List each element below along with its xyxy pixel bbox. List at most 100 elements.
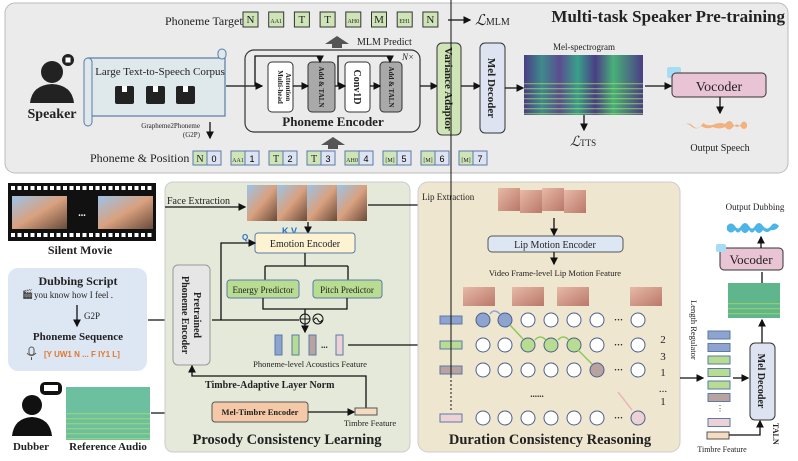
phoneme-target-tokens: N AA1 T T AH0 M EH1 N — [242, 11, 439, 28]
pretraining-panel: Multi-task Speaker Pre-training Phoneme … — [4, 2, 789, 174]
phoneme-token-label: T — [311, 154, 317, 165]
target-token — [396, 11, 413, 28]
mha-label: Multi-head — [276, 70, 284, 104]
variance-adaptor — [436, 42, 462, 136]
aligned-frame-node — [497, 312, 513, 328]
aligned-frame-node — [566, 337, 582, 353]
acoustics-ellipsis: ... — [321, 340, 328, 350]
target-token — [422, 11, 439, 28]
duration-value: 2 — [660, 334, 666, 346]
expanded-feature-rect — [707, 330, 731, 340]
phoneme-token-label: [M] — [423, 158, 432, 164]
lip-extraction-label: Lip Extraction — [422, 192, 475, 202]
target-token-label: N — [247, 14, 255, 26]
target-token — [242, 11, 259, 28]
expanded-feature-rect — [707, 355, 731, 365]
taln-label: Timbre-Adaptive Layer Norm — [205, 380, 335, 391]
alignment-path — [617, 391, 633, 411]
sprocket-hole — [50, 233, 54, 237]
output-speech-label: Output Speech — [690, 143, 749, 154]
phoneme-token-label: [M] — [461, 158, 470, 164]
sprocket-hole — [89, 186, 93, 190]
phoneme-token-label: AA1 — [232, 158, 244, 164]
lip-frames — [498, 188, 586, 213]
film-sprockets — [11, 186, 152, 237]
frame-node — [520, 410, 536, 426]
prosody-title: Prosody Consistency Learning — [192, 432, 382, 448]
output-mel-spectrogram — [728, 283, 780, 318]
mel-decoder-top-label: Mel Decoder — [485, 58, 497, 118]
sprocket-hole — [11, 186, 15, 190]
duration-value: 3 — [660, 351, 666, 363]
speaker-label: Speaker — [28, 107, 77, 122]
sprocket-hole — [95, 186, 100, 190]
lip-motion-encoder — [487, 235, 624, 253]
phoneme-feature-rect — [439, 413, 463, 423]
phoneme-token-label: [M] — [385, 158, 394, 164]
sprocket-hole — [147, 233, 152, 237]
target-token-label: N — [426, 14, 434, 26]
target-token — [319, 11, 336, 28]
sprocket-hole — [108, 186, 113, 190]
pretrained-label: Pretrained — [191, 292, 202, 338]
aligned-frame-node — [589, 362, 605, 378]
alignment-grid: ··· ··· ··· ··· — [439, 0, 646, 426]
mel-spectrogram — [524, 55, 643, 115]
position-token — [434, 150, 450, 166]
stack-ellipsis: ⋮ — [716, 404, 724, 413]
face-extraction-label: Face Extraction — [167, 196, 230, 207]
frame-node — [475, 410, 491, 426]
reference-audio-label: Reference Audio — [69, 441, 147, 453]
expanded-feature-rect — [707, 418, 731, 427]
target-token-label: T — [299, 14, 306, 26]
position-token-label: 5 — [401, 154, 406, 164]
concat-icon — [312, 313, 324, 325]
sprocket-hole — [24, 233, 28, 237]
sprocket-hole — [95, 233, 100, 237]
book-icon — [146, 86, 165, 104]
frame-node — [543, 362, 559, 378]
phoneme-encoder-label-left: Phoneme Encoder — [179, 276, 190, 355]
phoneme-token-label: T — [273, 154, 279, 165]
frame-node — [475, 362, 491, 378]
frame-node — [543, 410, 559, 426]
sprocket-hole — [102, 186, 106, 190]
sprocket-hole — [17, 186, 22, 190]
sprocket-hole — [134, 233, 139, 237]
sprocket-hole — [43, 186, 48, 190]
acoustic-feature-bars — [274, 334, 344, 356]
face-frames — [247, 185, 367, 221]
add-taln-label-2: Add & TALN — [387, 67, 395, 108]
taln-output-label: TALN — [771, 423, 780, 445]
sprocket-hole — [141, 233, 145, 237]
phoneme-position-tokens: N 0 AA1 1 T 2 T 3 AH0 4 [M] 5 [M] 6 [M] 7 — [192, 150, 488, 166]
sprocket-hole — [43, 233, 48, 237]
grid-ellipsis: ...... — [530, 389, 544, 399]
kv-label: K,V — [282, 226, 297, 236]
sprocket-hole — [24, 186, 28, 190]
frame-node — [497, 337, 513, 353]
frame-node — [630, 312, 646, 328]
vocoder-output — [719, 247, 784, 271]
dubbing-script-text: you know how I feel . — [34, 290, 113, 300]
acoustics-feature-label: Phoneme-level Acoustics Feature — [253, 359, 367, 369]
sprocket-hole — [17, 233, 22, 237]
phoneme-token-label: N — [196, 154, 203, 165]
position-token — [244, 150, 260, 166]
target-token — [268, 11, 285, 28]
frame-node — [497, 362, 513, 378]
row-ellipsis: ··· — [614, 340, 623, 350]
position-token — [206, 150, 222, 166]
sprocket-hole — [128, 233, 132, 237]
dubbing-script-box: Dubbing Script 🎬 you know how I feel . G… — [8, 268, 147, 371]
sprocket-hole — [121, 186, 126, 190]
sprocket-hole — [30, 186, 35, 190]
sprocket-hole — [89, 233, 93, 237]
book-icon — [115, 86, 134, 104]
position-token — [320, 150, 336, 166]
clapper-icon: 🎬 — [22, 288, 33, 299]
duration-value: ... — [659, 383, 668, 395]
expanded-feature-rect — [707, 368, 731, 377]
sprocket-hole — [37, 233, 41, 237]
